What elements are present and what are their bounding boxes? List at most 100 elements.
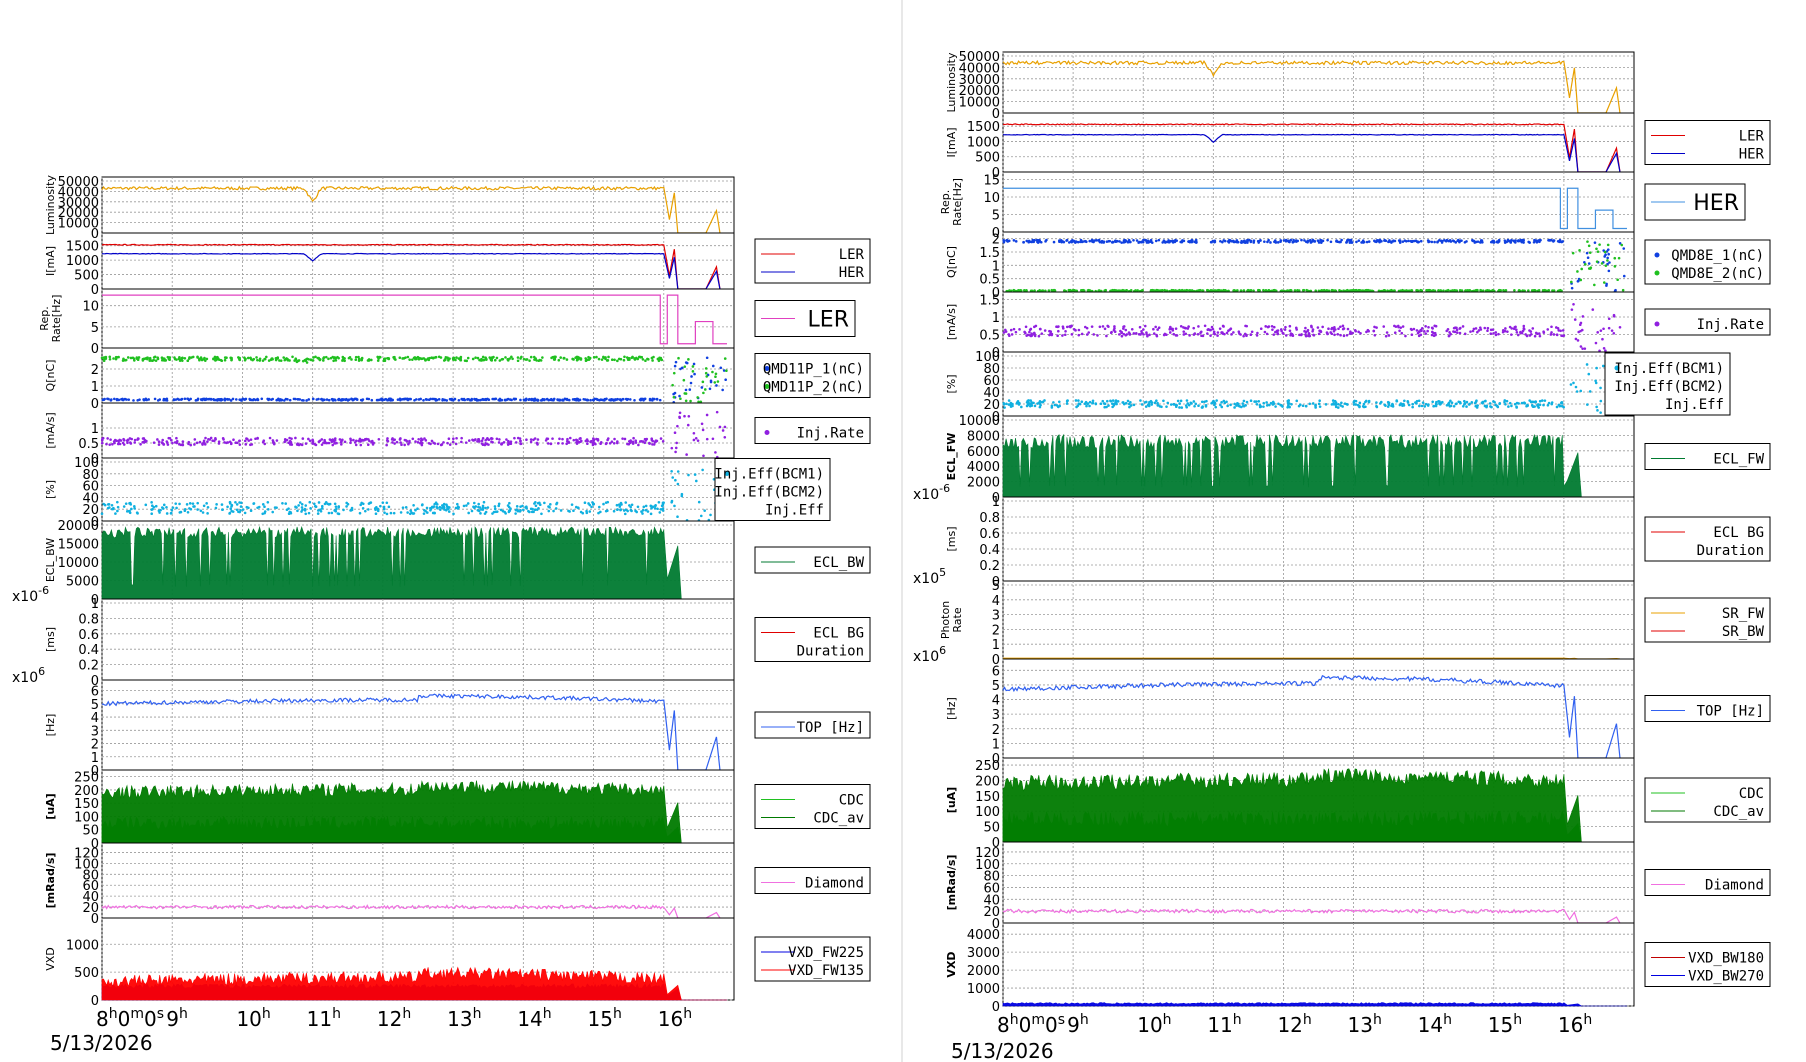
data-point [1345,240,1348,244]
data-point [659,437,663,440]
data-point [1455,328,1459,332]
data-point [111,442,114,446]
data-point [1275,329,1279,333]
data-point [1602,327,1605,331]
data-point [1295,328,1298,331]
panel-frame [1002,496,1635,582]
legend-swatch [1654,321,1660,327]
data-point [500,358,504,361]
data-point [1319,238,1322,242]
data-point [1139,333,1142,336]
time-tick-unit: s [1058,1012,1065,1028]
data-point [607,355,610,359]
data-point [676,515,679,519]
data-point [424,439,428,442]
data-point [1480,401,1484,404]
data-point [642,505,646,509]
data-point [148,359,152,362]
data-point [1014,240,1018,243]
data-point [122,505,126,508]
legend-top: TOP [Hz] [1644,695,1771,722]
data-point [1290,403,1293,406]
data-point [236,441,239,445]
data-point [110,503,114,507]
data-point [1146,239,1150,243]
data-point [1484,289,1488,292]
data-point [605,359,609,362]
series-line [1002,675,1621,759]
data-point [1312,333,1316,337]
data-point [1143,401,1147,404]
date-label: 5/13/2026 [951,1039,1054,1062]
data-point [261,359,265,362]
data-point [1410,289,1414,292]
data-point [1346,327,1350,331]
data-point [599,398,603,402]
data-point [627,442,631,446]
data-point [327,511,331,515]
data-point [1469,330,1472,333]
data-point [1070,239,1074,243]
data-point [1040,400,1044,404]
data-point [1262,288,1265,292]
data-point [1502,288,1505,292]
data-point [230,358,233,362]
data-point [1334,403,1338,406]
data-point [206,512,209,515]
legend-box [754,238,871,284]
data-point [1420,329,1423,333]
data-point [1101,399,1105,403]
data-point [112,357,115,360]
data-point [429,442,432,446]
data-point [529,438,533,441]
data-point [122,438,126,442]
data-point [1038,288,1041,292]
data-point [684,388,688,392]
data-point [228,440,232,444]
data-point [692,362,696,366]
data-point [1600,262,1604,265]
data-point [1486,326,1490,330]
data-point [1383,403,1387,407]
data-point [430,356,433,360]
data-point [1068,288,1072,292]
data-point [1185,399,1189,402]
data-point [1152,327,1155,331]
data-point [600,358,604,361]
time-tick-seconds: 0 [1045,1013,1058,1037]
y-tick-label: 500 [74,966,99,981]
data-point [515,505,519,508]
data-point [636,357,640,361]
data-point [408,441,411,444]
data-point [340,443,343,446]
data-point [1587,262,1591,265]
y-tick-label: 0 [91,227,99,242]
data-point [1197,325,1200,328]
data-point [670,499,674,503]
time-tick-label: 12h [377,1006,411,1031]
y-tick-label: 6 [992,664,1000,679]
data-point [148,356,152,360]
data-point [296,509,299,513]
data-point [1426,329,1429,333]
data-point [1075,240,1078,243]
y-tick-label: 5 [992,209,1000,224]
y-tick-label: 2 [91,363,99,378]
data-point [362,439,365,442]
data-point [1453,289,1457,292]
data-point [144,503,148,507]
data-point [1259,327,1263,331]
data-point [1149,289,1153,292]
data-point [1608,261,1611,264]
data-point [230,356,233,360]
y-axis-label-line: Rep. [939,190,952,214]
data-point [1025,239,1029,243]
data-point [1129,404,1133,407]
y-tick-label: 80 [82,468,99,483]
series-ecl-0 [101,525,727,600]
data-point [1432,331,1435,335]
y-tick-label: 4000 [967,460,1000,475]
data-point [1052,401,1055,404]
data-point [452,512,455,516]
data-point [1233,406,1236,409]
